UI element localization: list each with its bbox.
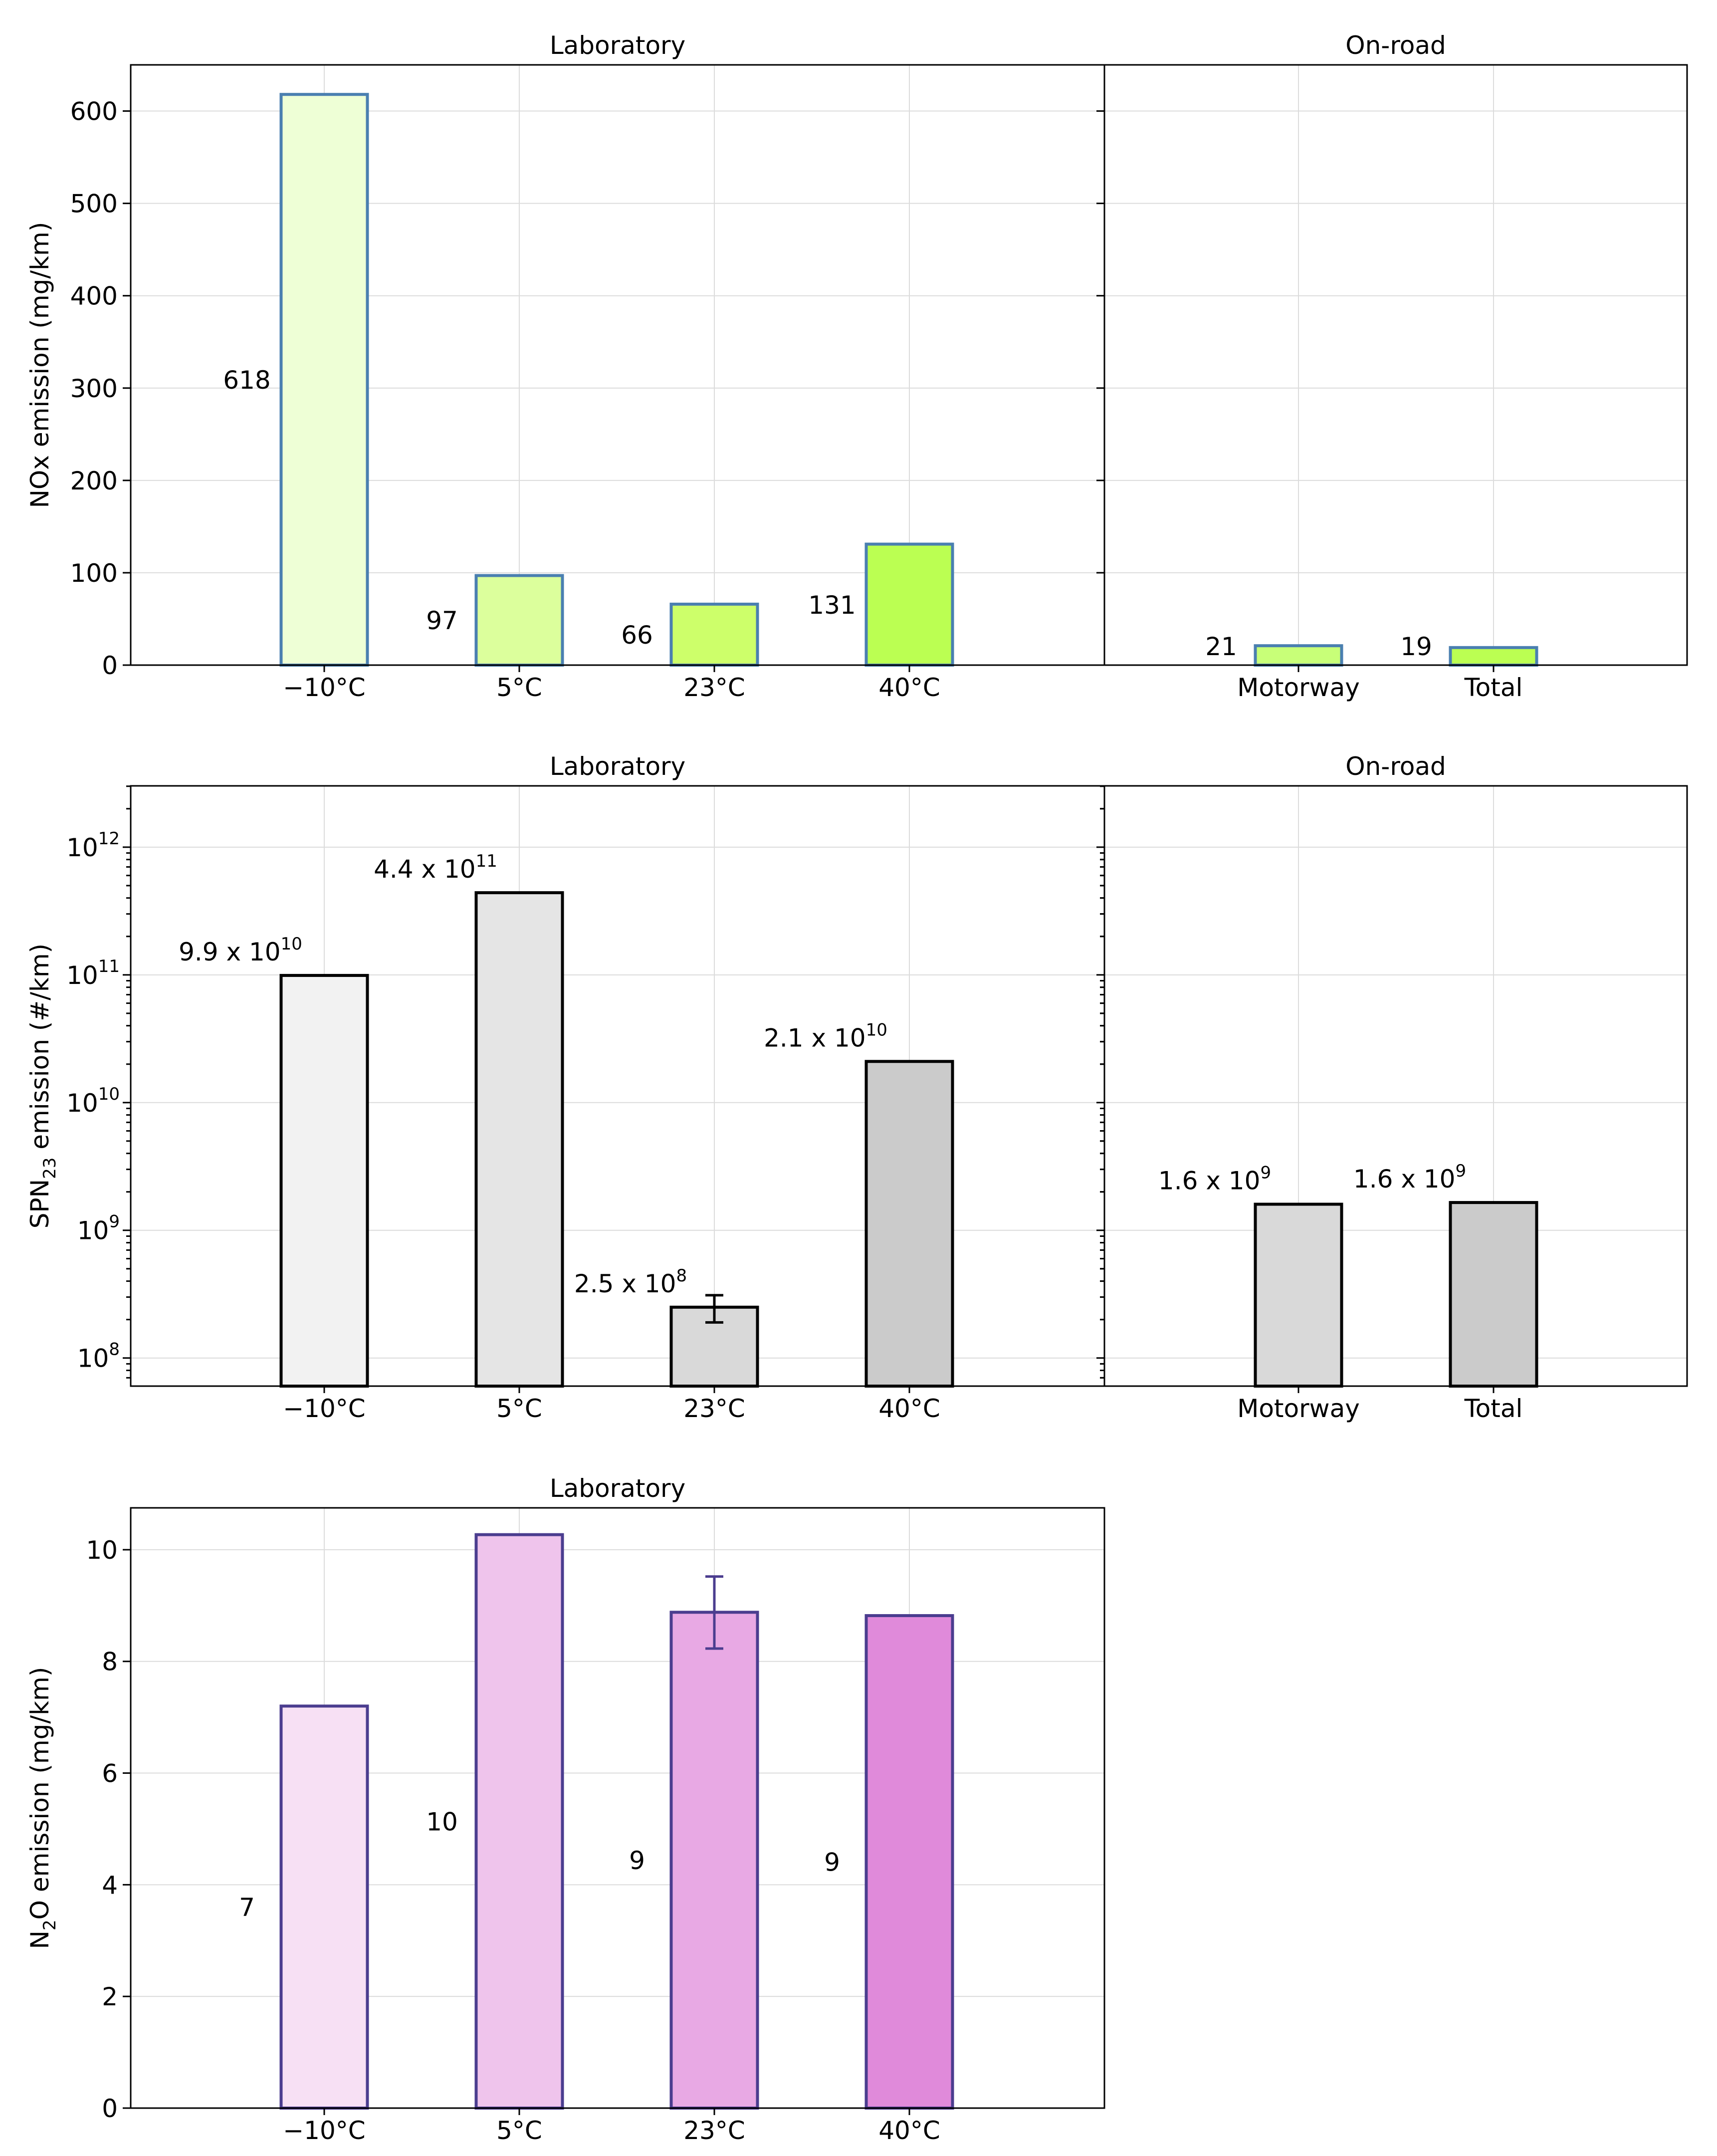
y-tick-label: 108 [77,1340,120,1373]
bar-2 [474,891,564,1388]
plot-frame [1103,64,1688,666]
y-tick-label: 0 [102,2094,118,2123]
panel-title: Laboratory [550,1474,685,1503]
y-tick-label: 6 [102,1759,118,1788]
panel-title: Laboratory [550,31,685,60]
data-label: 2.1 x 1010 [764,1020,887,1052]
data-label: 7 [239,1893,255,1922]
data-label: 1.6 x 109 [1353,1161,1466,1194]
data-label: 1.6 x 109 [1158,1163,1271,1195]
y-tick-label: 1010 [66,1084,120,1118]
data-label: 9.9 x 1010 [179,934,302,966]
data-label: 97 [426,606,458,635]
data-label: 21 [1205,632,1237,661]
x-tick-label: Total [1464,1394,1523,1423]
data-label: 131 [808,591,856,620]
data-label: 10 [426,1807,458,1836]
y-tick-label: 100 [70,559,118,588]
x-tick-label: Motorway [1237,673,1360,702]
x-tick-label: Motorway [1237,1394,1360,1423]
y-tick-label: 4 [102,1871,118,1900]
bar-1 [279,973,369,1388]
panel-0: 0 100 200 300 400 500 600 618 −10°C 97 5°C 66 23°C 13… [25,31,1105,702]
bar-2 [1449,1201,1538,1388]
data-label: 9 [629,1846,645,1875]
data-label: 66 [621,621,653,650]
y-tick-label: 2 [102,1982,118,2011]
panel-2: 108 109 1010 1011 1012 9.9 x 1010 −10°C 4.4 x 1… [25,752,1105,1423]
x-tick-label: 5°C [496,1394,542,1423]
bar-1 [279,1704,369,2110]
bar-4 [864,1060,954,1388]
y-tick-label: 109 [77,1212,120,1245]
y-tick-label: 10 [86,1536,118,1565]
bar-4 [864,542,954,667]
x-tick-label: 23°C [683,1394,745,1423]
data-label: 9 [824,1848,840,1877]
x-tick-label: 40°C [878,2116,940,2145]
y-tick-label: 300 [70,374,118,403]
data-label: 2.5 x 108 [574,1266,687,1298]
data-label: 4.4 x 1011 [374,851,497,884]
panel-title: On-road [1345,752,1446,781]
y-tick-label: 400 [70,282,118,311]
bar-1 [279,93,369,667]
bar-3 [669,602,759,667]
y-tick-label: 600 [70,97,118,126]
bar-2 [474,574,564,667]
x-tick-label: −10°C [283,673,365,702]
y-tick-label: 200 [70,467,118,495]
x-tick-label: −10°C [283,1394,365,1423]
bar-4 [864,1614,954,2110]
x-tick-label: 5°C [496,2116,542,2145]
y-tick-label: 0 [102,651,118,680]
x-tick-label: 23°C [683,673,745,702]
x-tick-label: 40°C [878,1394,940,1423]
y-axis-label: SPN23 emission (#/km) [25,944,60,1228]
x-tick-label: 5°C [496,673,542,702]
panel-3: 1.6 x 109 Motorway 1.6 x 109 Total On-road [1100,752,1688,1423]
bar-2 [474,1533,564,2110]
plot-frame [130,1507,1105,2109]
bar-1 [1254,1202,1343,1388]
y-tick-label: 500 [70,190,118,219]
panel-title: Laboratory [550,752,685,781]
bar-1 [1254,644,1343,667]
panel-title: On-road [1345,31,1446,60]
x-tick-label: 40°C [878,673,940,702]
bar-3 [669,1611,759,2110]
data-label: 19 [1400,632,1432,661]
y-axis-label: N2O emission (mg/km) [25,1667,60,1949]
y-tick-label: 8 [102,1648,118,1677]
x-tick-label: −10°C [283,2116,365,2145]
plot-frame [1103,785,1688,1387]
data-label: 618 [223,366,270,395]
y-axis-label: NOx emission (mg/km) [25,222,54,508]
y-tick-label: 1012 [66,829,120,862]
bar-2 [1449,646,1538,667]
x-tick-label: Total [1464,673,1523,702]
panel-4: 0 2 4 6 8 10 7 −10°C 10 5°C 9 23°C 9 40°C Laboratory N2… [25,1474,1105,2145]
x-tick-label: 23°C [683,2116,745,2145]
plot-frame [130,64,1105,666]
y-tick-label: 1011 [66,957,120,990]
